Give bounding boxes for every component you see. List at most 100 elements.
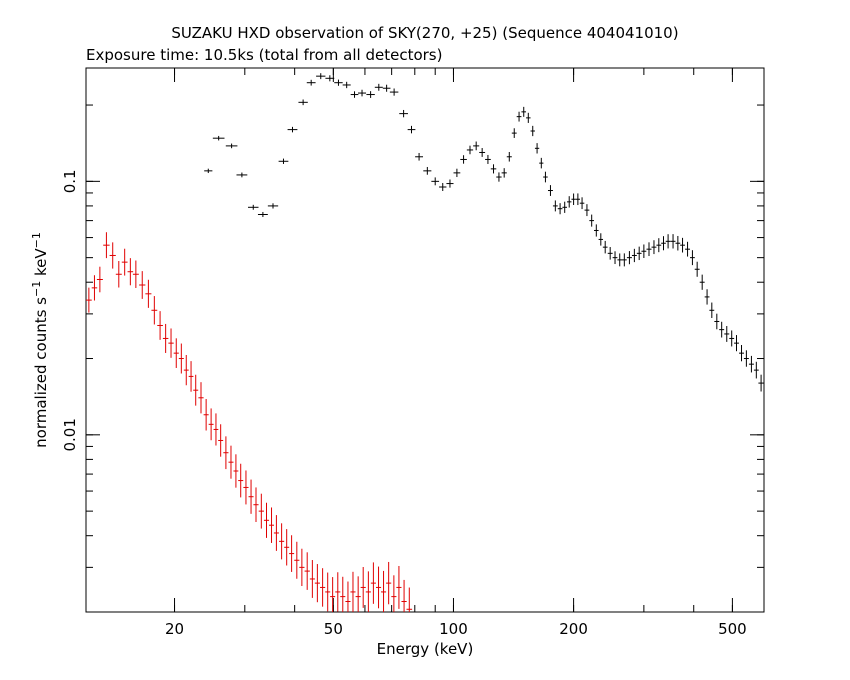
data-point bbox=[401, 579, 407, 612]
data-point bbox=[287, 126, 298, 133]
data-point bbox=[617, 253, 623, 267]
data-point bbox=[309, 560, 315, 598]
data-point bbox=[670, 234, 676, 249]
data-point bbox=[320, 568, 326, 607]
data-point bbox=[139, 271, 146, 299]
data-point bbox=[294, 541, 300, 579]
data-point bbox=[212, 135, 225, 141]
data-point bbox=[675, 235, 681, 251]
data-point bbox=[132, 260, 139, 288]
plot-frame bbox=[85, 67, 765, 613]
data-point bbox=[466, 145, 474, 155]
data-point bbox=[345, 581, 351, 612]
data-point bbox=[157, 311, 163, 340]
data-point bbox=[479, 148, 486, 157]
x-tick-label: 100 bbox=[439, 620, 468, 638]
data-point bbox=[641, 244, 647, 259]
data-point bbox=[685, 241, 691, 257]
data-point bbox=[243, 470, 249, 505]
data-point bbox=[183, 354, 189, 386]
data-point bbox=[365, 571, 371, 612]
data-point bbox=[704, 289, 710, 305]
data-point bbox=[127, 258, 134, 286]
data-point bbox=[743, 350, 749, 367]
data-point bbox=[396, 565, 402, 609]
data-point bbox=[374, 83, 383, 91]
data-point bbox=[334, 79, 343, 86]
data-point bbox=[439, 182, 447, 192]
data-point bbox=[357, 89, 367, 97]
data-point bbox=[547, 185, 553, 196]
x-tick-label: 50 bbox=[324, 620, 343, 638]
data-point bbox=[223, 436, 229, 470]
data-point bbox=[391, 575, 397, 612]
data-point bbox=[431, 177, 440, 186]
data-point bbox=[325, 75, 335, 82]
data-point bbox=[490, 164, 497, 174]
data-point bbox=[236, 172, 248, 178]
data-point bbox=[298, 99, 308, 106]
x-axis-label: Energy (keV) bbox=[377, 640, 474, 658]
data-point bbox=[406, 587, 413, 612]
data-point bbox=[238, 463, 244, 498]
data-point bbox=[109, 242, 116, 269]
data-point bbox=[382, 84, 391, 92]
data-point bbox=[656, 238, 662, 253]
x-tick-label: 500 bbox=[718, 620, 747, 638]
data-point bbox=[734, 335, 739, 352]
data-point bbox=[269, 507, 274, 543]
data-point bbox=[267, 203, 279, 209]
data-point bbox=[350, 571, 356, 612]
data-point bbox=[360, 567, 366, 608]
data-point bbox=[233, 454, 239, 488]
data-point bbox=[579, 197, 585, 210]
data-point bbox=[534, 143, 540, 154]
data-point bbox=[225, 143, 238, 149]
data-point bbox=[453, 168, 461, 178]
data-point bbox=[330, 577, 336, 612]
series-2 bbox=[85, 232, 413, 612]
data-point bbox=[145, 279, 152, 308]
data-point bbox=[218, 424, 224, 457]
data-point bbox=[651, 240, 657, 255]
data-point bbox=[350, 91, 359, 98]
data-point bbox=[389, 88, 399, 96]
data-point bbox=[589, 214, 595, 227]
x-tick-label: 20 bbox=[165, 620, 184, 638]
data-point bbox=[121, 248, 128, 276]
data-point bbox=[709, 302, 715, 319]
data-point bbox=[699, 274, 705, 290]
data-point bbox=[758, 374, 764, 392]
data-point bbox=[724, 326, 730, 342]
data-point bbox=[485, 154, 491, 164]
data-point bbox=[511, 128, 517, 138]
data-point bbox=[204, 168, 213, 174]
data-point bbox=[248, 204, 259, 210]
data-point bbox=[739, 345, 744, 362]
data-point bbox=[521, 106, 527, 117]
data-layer bbox=[85, 73, 764, 612]
data-point bbox=[299, 548, 305, 587]
data-point bbox=[530, 125, 535, 137]
data-point bbox=[646, 242, 652, 257]
data-point bbox=[381, 570, 387, 612]
data-point bbox=[543, 171, 548, 183]
data-point bbox=[162, 323, 169, 353]
data-point bbox=[258, 493, 264, 529]
data-point bbox=[325, 572, 331, 612]
data-point bbox=[729, 330, 735, 347]
data-point bbox=[552, 200, 558, 212]
data-point bbox=[665, 234, 671, 249]
data-point bbox=[753, 361, 759, 379]
data-point bbox=[694, 261, 700, 277]
data-point bbox=[85, 287, 92, 313]
data-point bbox=[539, 157, 544, 169]
data-point bbox=[96, 266, 103, 293]
y-tick-label: 0.01 bbox=[61, 418, 79, 451]
data-point bbox=[273, 515, 279, 551]
data-point bbox=[304, 552, 310, 590]
data-point bbox=[607, 247, 613, 260]
data-point bbox=[516, 111, 522, 122]
data-point bbox=[289, 535, 295, 572]
